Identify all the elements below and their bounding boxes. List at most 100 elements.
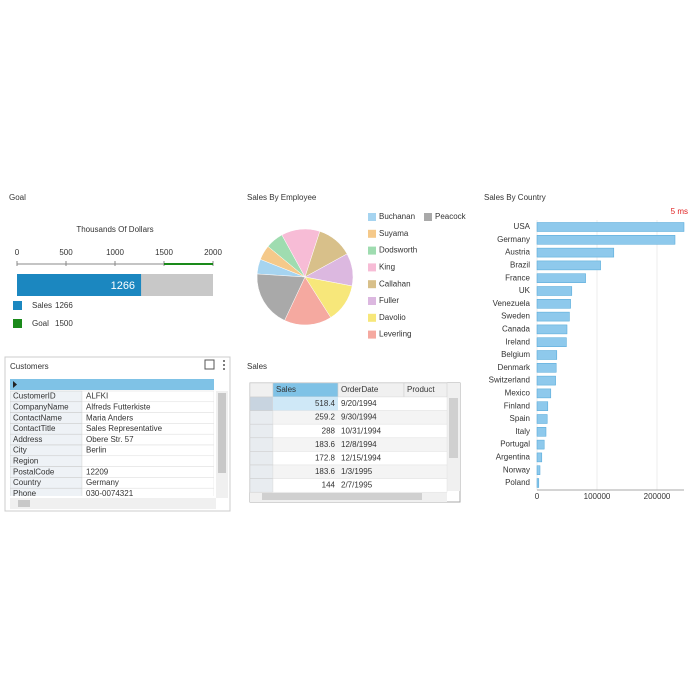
- field-label: PostalCode: [13, 467, 55, 476]
- legend-label: King: [379, 263, 395, 272]
- y-tick-label: Mexico: [505, 389, 531, 398]
- legend-swatch: [368, 330, 376, 339]
- y-tick-label: Portugal: [500, 440, 530, 449]
- y-tick-label: Denmark: [498, 363, 531, 372]
- bar: [536, 299, 571, 309]
- row-indicator: [13, 381, 17, 388]
- cell: 12/8/1994: [341, 440, 377, 449]
- scroll-thumb[interactable]: [262, 493, 422, 500]
- legend-label: Leverling: [379, 330, 411, 339]
- field-label: Country: [13, 478, 41, 487]
- cell: 144: [322, 481, 336, 490]
- bar: [536, 222, 685, 232]
- legend-label: Sales: [32, 301, 52, 310]
- field-label: Region: [13, 457, 38, 466]
- y-tick-label: Finland: [504, 401, 530, 410]
- legend-label: Callahan: [379, 279, 411, 288]
- field-label: ContactTitle: [13, 424, 56, 433]
- row-header: [249, 451, 274, 466]
- legend-label: Buchanan: [379, 212, 415, 221]
- legend-swatch: [368, 213, 376, 221]
- x-tick-label: 0: [535, 492, 540, 501]
- field-value: Sales Representative: [86, 424, 163, 433]
- legend-swatch: [13, 301, 22, 310]
- panel-title: Goal: [9, 193, 26, 202]
- cell: 1/3/1995: [341, 467, 373, 476]
- horizontal-scrollbar[interactable]: [10, 498, 216, 509]
- field-value: Maria Anders: [86, 413, 133, 422]
- x-tick-label: 1500: [155, 248, 173, 257]
- y-tick-label: USA: [514, 222, 531, 231]
- bar: [536, 337, 567, 347]
- column-header: OrderDate: [341, 385, 379, 394]
- panel-title: Sales By Employee: [247, 193, 317, 202]
- y-tick-label: Switzerland: [489, 376, 530, 385]
- field-value: ALFKI: [86, 392, 108, 401]
- bar: [536, 465, 541, 475]
- y-tick-label: Spain: [510, 414, 530, 423]
- bar: [536, 350, 558, 360]
- y-tick-label: Brazil: [510, 261, 530, 270]
- legend-value: 1266: [55, 301, 73, 310]
- scroll-thumb[interactable]: [18, 500, 30, 507]
- customers-grid: CustomerID ALFKI CompanyName Alfreds Futter…: [10, 379, 214, 498]
- timing-note: 5 ms: [671, 207, 688, 216]
- cell: 183.6: [315, 467, 336, 476]
- legend-swatch: [368, 263, 376, 272]
- y-tick-label: Austria: [505, 248, 530, 257]
- value-cell: [81, 487, 214, 496]
- column-header: Product: [407, 385, 435, 394]
- legend-label: Davolio: [379, 313, 406, 322]
- row-header: [249, 437, 274, 452]
- legend-value: 1500: [55, 319, 73, 328]
- cell: 259.2: [315, 413, 336, 422]
- field-label: City: [13, 446, 27, 455]
- cell: 288: [322, 426, 336, 435]
- bar: [536, 273, 586, 283]
- y-tick-label: Belgium: [501, 350, 530, 359]
- x-tick-label: 1000: [106, 248, 124, 257]
- cell: 12/15/1994: [341, 454, 382, 463]
- menu-icon[interactable]: [223, 360, 225, 370]
- legend-label: Peacock: [435, 212, 467, 221]
- y-tick-label: Canada: [502, 325, 531, 334]
- chart-subtitle: Thousands Of Dollars: [76, 225, 153, 234]
- bar: [536, 388, 552, 399]
- bar: [536, 375, 556, 386]
- legend-label: Suyama: [379, 229, 409, 238]
- row-header: [249, 410, 274, 425]
- value-cell: [81, 455, 214, 467]
- cell: 172.8: [315, 454, 336, 463]
- scroll-thumb[interactable]: [218, 393, 226, 473]
- cell: 9/30/1994: [341, 413, 377, 422]
- bar: [536, 286, 573, 296]
- field-label: CompanyName: [13, 403, 69, 412]
- y-tick-label: Venezuela: [493, 299, 531, 308]
- field-value: 030-0074321: [86, 489, 134, 498]
- expand-icon[interactable]: [204, 359, 215, 370]
- legend-swatch: [368, 280, 376, 289]
- header-row: [10, 379, 214, 390]
- bar-label: 1266: [111, 280, 135, 292]
- y-tick-label: France: [505, 273, 530, 282]
- scroll-thumb[interactable]: [449, 398, 458, 458]
- legend-label: Goal: [32, 319, 49, 328]
- x-tick-label: 500: [59, 248, 73, 257]
- bar: [536, 363, 557, 373]
- selected-cell: [273, 397, 338, 411]
- panel-title: Customers: [10, 362, 49, 371]
- field-label: Address: [13, 435, 42, 444]
- bar: [536, 324, 568, 335]
- bar: [536, 414, 548, 424]
- field-value: Germany: [86, 478, 119, 487]
- y-tick-label: Argentina: [496, 453, 531, 462]
- bar: [536, 247, 615, 258]
- x-tick-label: 0: [15, 248, 20, 257]
- x-tick-label: 200000: [644, 492, 671, 501]
- legend-label: Dodsworth: [379, 246, 417, 255]
- pie-slice: [284, 276, 332, 326]
- pie-slice: [256, 273, 306, 321]
- legend-swatch: [368, 297, 376, 305]
- cell: 183.6: [315, 440, 336, 449]
- bar: [536, 427, 547, 437]
